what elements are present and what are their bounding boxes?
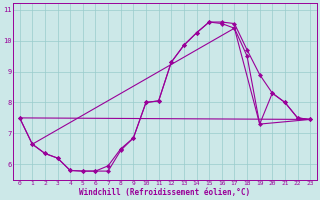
X-axis label: Windchill (Refroidissement éolien,°C): Windchill (Refroidissement éolien,°C) <box>79 188 251 197</box>
